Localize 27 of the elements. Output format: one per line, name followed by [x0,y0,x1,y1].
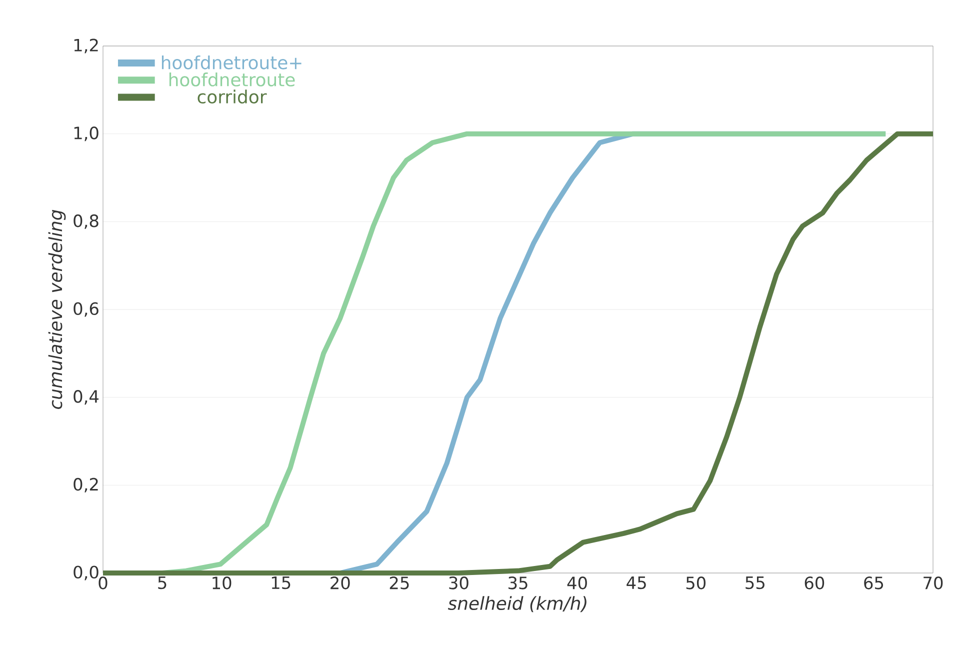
y-tick-label: 1,0 [74,126,98,142]
y-tick-label: 0,0 [74,566,98,580]
x-axis-title: snelheid (km/h) [448,596,586,612]
x-tick-label: 20 [330,576,350,590]
x-tick-label: 40 [567,576,587,590]
y-tick-label: 1,2 [74,38,98,54]
x-tick-label: 55 [746,576,764,590]
x-tick-label: 45 [626,576,646,590]
x-tick-label: 65 [864,576,884,590]
x-tick-label: 10 [212,576,232,590]
x-tick-label: 60 [804,576,824,590]
x-tick-label: 0 [98,576,108,590]
legend-label: hoofdnetroute [169,72,295,86]
x-tick-label: 35 [508,576,528,590]
x-tick-label: 30 [449,576,468,590]
x-tick-label: 25 [390,576,409,590]
x-tick-label: 5 [158,576,166,590]
x-tick-label: 70 [924,576,943,590]
x-tick-label: 50 [686,576,706,590]
legend-label: corridor [198,90,267,104]
y-tick-label: 0,6 [74,302,98,317]
y-axis-title: cumulatieve verdeling [48,210,66,409]
y-tick-label: 0,4 [74,390,99,405]
y-tick-label: 0,2 [74,478,98,492]
y-tick-label: 0,8 [74,214,98,229]
legend-label: hoofdnetroute+ [162,55,302,70]
x-tick-label: 15 [272,576,290,590]
